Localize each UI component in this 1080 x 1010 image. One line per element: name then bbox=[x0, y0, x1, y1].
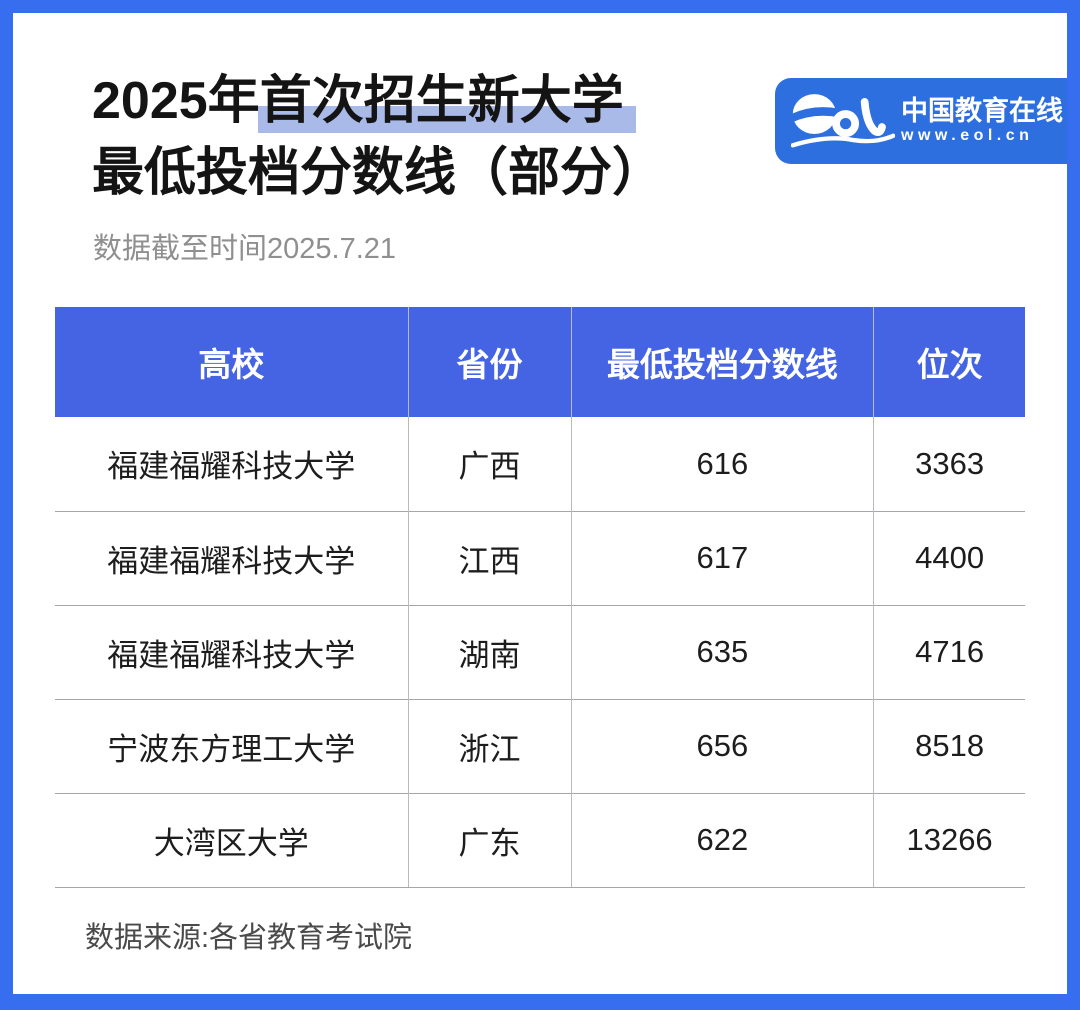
logo-site-url: www.eol.cn bbox=[901, 127, 1034, 144]
rank-cell: 3363 bbox=[873, 417, 1025, 511]
header-block: 2025年首次招生新大学 最低投档分数线（部分） 数据截至时间2025.7.21 bbox=[92, 65, 1067, 267]
column-header-school: 高校 bbox=[55, 307, 409, 417]
data-source-note: 数据来源:各省教育考试院 bbox=[85, 921, 413, 954]
school-cell: 宁波东方理工大学 bbox=[55, 698, 409, 793]
rank-cell: 4716 bbox=[873, 604, 1025, 699]
school-cell: 福建福耀科技大学 bbox=[55, 417, 409, 511]
column-header-score: 最低投档分数线 bbox=[571, 307, 875, 417]
score-cell: 656 bbox=[571, 698, 875, 793]
table-row: 大湾区大学 广东 622 13266 bbox=[55, 792, 1025, 888]
province-cell: 湖南 bbox=[408, 604, 572, 699]
title-highlighted-text: 首次招生新大学 bbox=[259, 72, 624, 130]
table-body: 福建福耀科技大学 广西 616 3363 福建福耀科技大学 江西 617 4400 福建福耀科技… bbox=[55, 417, 1025, 888]
column-header-province: 省份 bbox=[408, 307, 572, 417]
score-cell: 616 bbox=[571, 417, 875, 511]
rank-cell: 13266 bbox=[873, 792, 1025, 888]
eol-logo-badge: 中国教育在线 www.eol.cn bbox=[775, 78, 1067, 164]
rank-cell: 8518 bbox=[873, 698, 1025, 793]
score-cell: 622 bbox=[571, 792, 875, 888]
table-row: 宁波东方理工大学 浙江 656 8518 bbox=[55, 698, 1025, 793]
table-header-row: 高校 省份 最低投档分数线 位次 bbox=[55, 307, 1025, 417]
title-line-2: 最低投档分数线（部分） bbox=[92, 144, 665, 202]
province-cell: 广西 bbox=[408, 417, 572, 511]
logo-site-name: 中国教育在线 bbox=[901, 96, 1063, 126]
data-cutoff-subtitle: 数据截至时间2025.7.21 bbox=[93, 233, 397, 265]
column-header-rank: 位次 bbox=[873, 307, 1025, 417]
rank-cell: 4400 bbox=[873, 510, 1025, 605]
title-line-1: 2025年首次招生新大学 bbox=[92, 65, 1067, 137]
score-cell: 617 bbox=[571, 510, 875, 605]
province-cell: 江西 bbox=[408, 510, 572, 605]
score-cell: 635 bbox=[571, 604, 875, 699]
school-cell: 大湾区大学 bbox=[55, 792, 409, 888]
province-cell: 浙江 bbox=[408, 698, 572, 793]
province-cell: 广东 bbox=[408, 792, 572, 888]
school-cell: 福建福耀科技大学 bbox=[55, 604, 409, 699]
title-prefix: 2025年 bbox=[92, 72, 260, 130]
table-row: 福建福耀科技大学 湖南 635 4716 bbox=[55, 604, 1025, 699]
table-row: 福建福耀科技大学 江西 617 4400 bbox=[55, 510, 1025, 605]
table-row: 福建福耀科技大学 广西 616 3363 bbox=[55, 417, 1025, 511]
logo-text: 中国教育在线 www.eol.cn bbox=[901, 97, 1063, 145]
eol-logo-icon bbox=[791, 94, 895, 148]
page-title: 2025年首次招生新大学 最低投档分数线（部分） bbox=[92, 65, 1067, 209]
school-cell: 福建福耀科技大学 bbox=[55, 510, 409, 605]
score-table: 高校 省份 最低投档分数线 位次 福建福耀科技大学 广西 616 3363 福建福耀科技大学江… bbox=[55, 307, 1025, 888]
